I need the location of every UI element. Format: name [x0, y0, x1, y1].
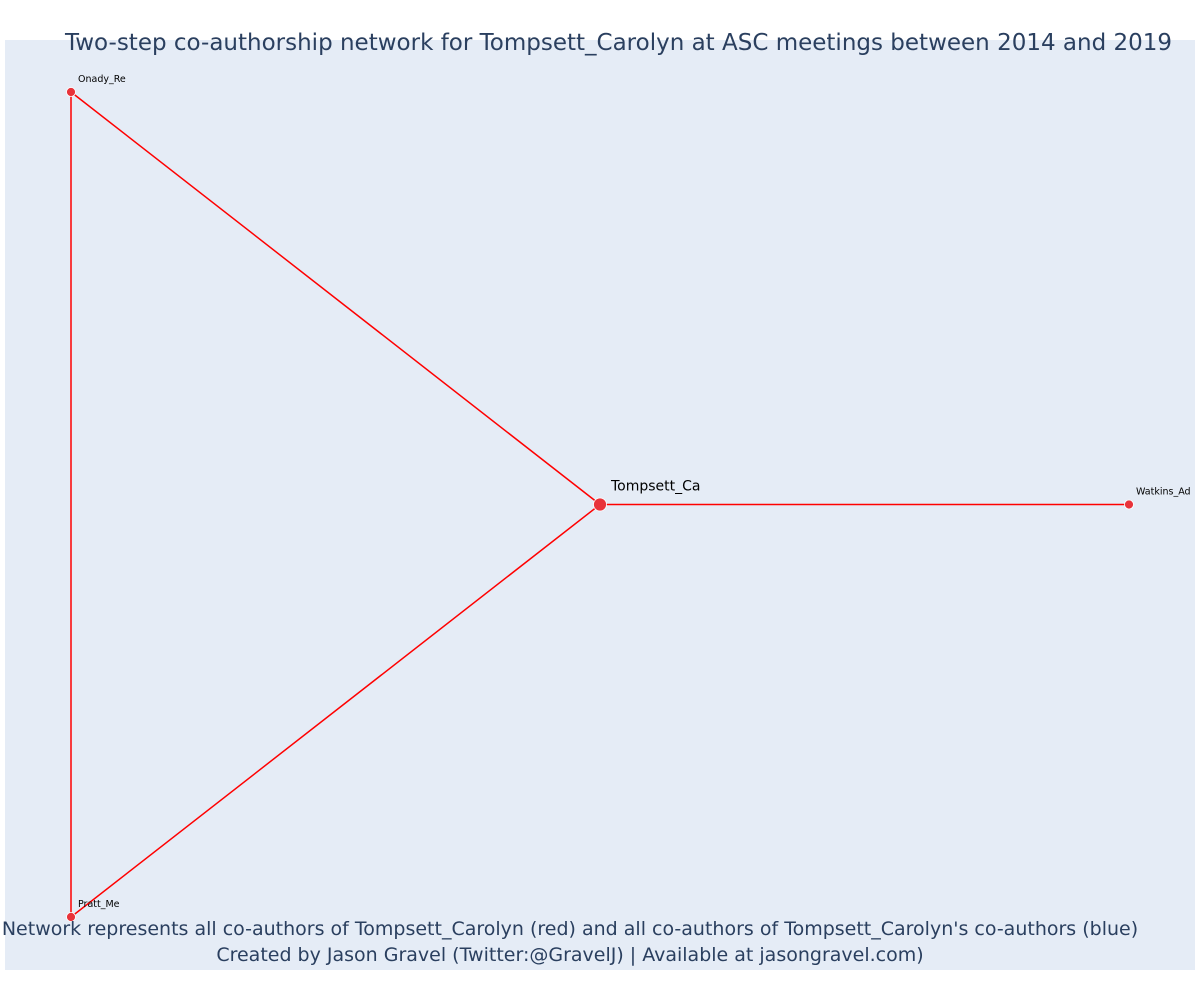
- labels-layer: Tompsett_Ca Onady_Re Pratt_Me Watkins_Ad: [78, 74, 1191, 910]
- node-label-Watkins_Ad: Watkins_Ad: [1136, 487, 1191, 498]
- node-Pratt_Me[interactable]: [66, 912, 76, 922]
- node-label-Pratt_Me: Pratt_Me: [78, 899, 120, 910]
- node-Tompsett_Ca[interactable]: [593, 497, 607, 512]
- chart-title: Two-step co-authorship network for Tomps…: [64, 30, 1173, 56]
- node-label-Tompsett_Ca: Tompsett_Ca: [610, 479, 701, 495]
- node-Onady_Re[interactable]: [66, 87, 76, 97]
- node-label-Onady_Re: Onady_Re: [78, 74, 126, 85]
- nodes-layer: [66, 87, 1134, 922]
- edge-Tompsett_Ca-Pratt_Me: [70, 503, 601, 918]
- edges-layer: [70, 91, 1129, 918]
- node-Watkins_Ad[interactable]: [1124, 499, 1134, 510]
- caption-credit: Created by Jason Gravel (Twitter:@Gravel…: [216, 944, 924, 966]
- caption-description: Network represents all co-authors of Tom…: [1, 918, 1139, 940]
- edge-Tompsett_Ca-Onady_Re: [70, 91, 601, 506]
